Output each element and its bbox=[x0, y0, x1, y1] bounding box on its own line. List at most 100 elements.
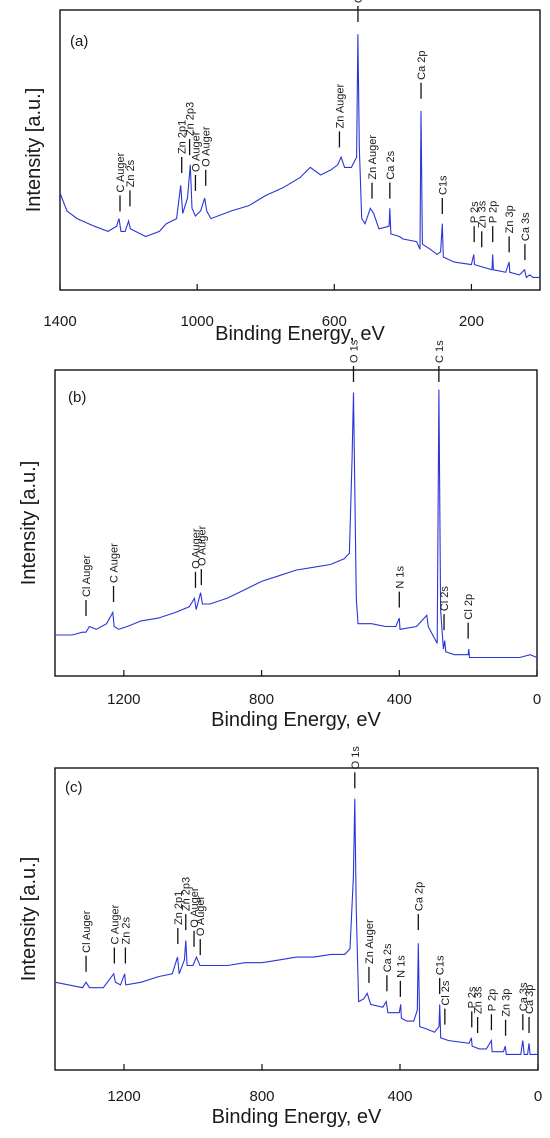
panel-label: (c) bbox=[65, 779, 83, 796]
y-axis-title: Intensity [a.u.] bbox=[18, 461, 40, 586]
peak-label: C1s bbox=[437, 175, 449, 195]
peak-annotation: O Auger bbox=[195, 895, 207, 956]
peak-label: O Auger bbox=[201, 126, 213, 167]
spectrum-line bbox=[54, 798, 538, 1055]
peak-annotation: Zn 3s bbox=[473, 986, 485, 1033]
peak-label: Ca 3p bbox=[524, 985, 536, 1014]
peak-label: Ca 2s bbox=[385, 150, 397, 179]
plot-frame bbox=[54, 369, 538, 677]
peak-annotation: Cl Auger bbox=[81, 555, 93, 617]
x-tick-label: 0 bbox=[533, 691, 541, 708]
peak-annotation: Ca 3s bbox=[518, 982, 530, 1031]
peak-label: Zn 2s bbox=[120, 916, 132, 944]
x-tick-label: 1200 bbox=[107, 1088, 140, 1105]
x-tick-label: 600 bbox=[322, 313, 347, 330]
peak-annotation: Zn 3p bbox=[504, 205, 516, 253]
peak-annotation: Ca 2s bbox=[385, 150, 397, 199]
peak-label: P 2p bbox=[488, 201, 500, 223]
x-tick-label: 0 bbox=[534, 1088, 542, 1105]
peak-annotation: O Auger bbox=[189, 887, 201, 947]
x-tick-label: 800 bbox=[249, 1088, 274, 1105]
peak-label: Zn 2p3 bbox=[181, 877, 193, 911]
peak-label: P 2s bbox=[469, 201, 481, 223]
peak-label: Zn Auger bbox=[364, 919, 376, 964]
peak-label: O Auger bbox=[190, 131, 202, 172]
peak-label: O Auger bbox=[196, 525, 208, 566]
peak-label: C 1s bbox=[434, 340, 446, 363]
peak-label: Cl 2s bbox=[440, 980, 452, 1006]
peak-label: Zn Auger bbox=[334, 83, 346, 128]
panel-label: (b) bbox=[68, 389, 86, 406]
peak-annotation: Zn 2p1 bbox=[177, 120, 189, 174]
peak-annotation: O Auger bbox=[190, 131, 202, 191]
peak-label: Zn 3p bbox=[501, 989, 513, 1017]
peak-annotation: C1s bbox=[435, 955, 447, 995]
peak-label: Zn 2p3 bbox=[185, 102, 197, 136]
peak-annotation: O 1s bbox=[350, 746, 362, 789]
peak-annotation: C1s bbox=[437, 175, 449, 214]
peak-annotation: Zn Auger bbox=[364, 919, 376, 983]
peak-label: Ca 2s bbox=[382, 943, 394, 972]
y-axis-title: Intensity [a.u.] bbox=[23, 88, 45, 213]
peak-label: Zn 3s bbox=[473, 986, 485, 1014]
x-tick-label: 200 bbox=[459, 313, 484, 330]
peak-annotation: Zn Auger bbox=[334, 83, 346, 148]
peak-label: N 1s bbox=[395, 955, 407, 978]
peak-annotation: C Auger bbox=[115, 152, 127, 212]
peak-label: N 1s bbox=[394, 565, 406, 588]
plot-frame bbox=[54, 767, 539, 1071]
peak-label: O Auger bbox=[189, 887, 201, 928]
peak-label: O 1s bbox=[348, 339, 360, 363]
panel-label: (a) bbox=[70, 33, 88, 50]
peak-label: Cl Auger bbox=[81, 555, 93, 598]
peak-label: Ca 2p bbox=[416, 50, 428, 79]
peak-annotation: O 1s bbox=[353, 0, 365, 22]
peak-label: O Auger bbox=[190, 528, 202, 569]
peak-label: O Auger bbox=[195, 895, 207, 936]
peak-annotation: Ca 2p bbox=[413, 882, 425, 931]
peak-label: O 1s bbox=[350, 746, 362, 770]
peak-label: Cl 2s bbox=[439, 586, 451, 612]
peak-annotation: N 1s bbox=[394, 565, 406, 608]
peak-label: C Auger bbox=[115, 152, 127, 192]
peak-annotation: Ca 2s bbox=[382, 943, 394, 992]
peak-label: O 1s bbox=[353, 0, 365, 3]
peak-annotation: N 1s bbox=[395, 955, 407, 997]
peak-annotation: P 2s bbox=[467, 986, 479, 1028]
peak-annotation: Zn 2p3 bbox=[185, 102, 197, 156]
peak-label: Ca 3s bbox=[520, 212, 532, 241]
peak-annotation: Zn 3p bbox=[501, 989, 513, 1036]
peak-annotation: Cl 2s bbox=[440, 980, 452, 1025]
y-axis-title: Intensity [a.u.] bbox=[18, 857, 40, 982]
peak-annotation: Zn 3s bbox=[477, 200, 489, 248]
spectrum-line bbox=[59, 34, 540, 279]
peak-label: C Auger bbox=[109, 543, 121, 583]
peak-label: Cl 2p bbox=[463, 594, 475, 620]
peak-label: Zn Auger bbox=[367, 135, 379, 180]
peak-annotation: Cl 2s bbox=[439, 586, 451, 631]
x-tick-label: 400 bbox=[387, 691, 412, 708]
peak-annotation: O Auger bbox=[201, 126, 213, 186]
peak-annotation: Ca 3p bbox=[524, 985, 536, 1033]
peak-annotation: O 1s bbox=[348, 339, 360, 382]
plot-frame bbox=[59, 9, 541, 291]
peak-annotation: C 1s bbox=[434, 340, 446, 382]
peak-label: Zn 2p1 bbox=[177, 120, 189, 154]
peak-annotation: Zn 2p3 bbox=[181, 877, 193, 931]
peak-annotation: P 2p bbox=[486, 989, 498, 1031]
peak-annotation: Zn 2p1 bbox=[173, 891, 185, 945]
x-tick-label: 400 bbox=[387, 1088, 412, 1105]
x-axis-title: Binding Energy, eV bbox=[215, 323, 385, 345]
x-tick-label: 1200 bbox=[107, 691, 140, 708]
peak-annotation: C Auger bbox=[109, 904, 121, 964]
peak-label: Zn 3p bbox=[504, 205, 516, 233]
peak-annotation: Ca 3s bbox=[520, 212, 532, 261]
peak-label: C Auger bbox=[109, 904, 121, 944]
peak-label: Zn 2s bbox=[125, 159, 137, 187]
peak-annotation: O Auger bbox=[190, 528, 202, 588]
peak-annotation: P 2s bbox=[469, 201, 481, 243]
peak-label: P 2p bbox=[486, 989, 498, 1011]
